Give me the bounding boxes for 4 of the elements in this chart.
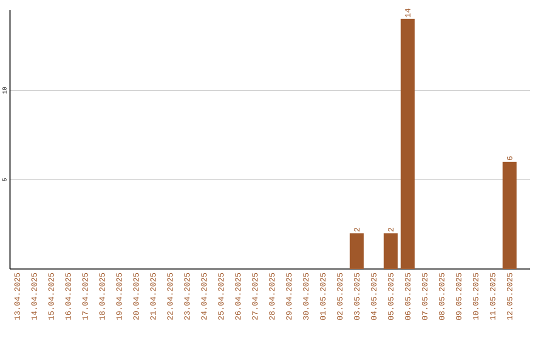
- bar: [400, 18, 415, 269]
- bar: [384, 233, 398, 269]
- bar: [502, 162, 517, 269]
- bar: [350, 233, 364, 269]
